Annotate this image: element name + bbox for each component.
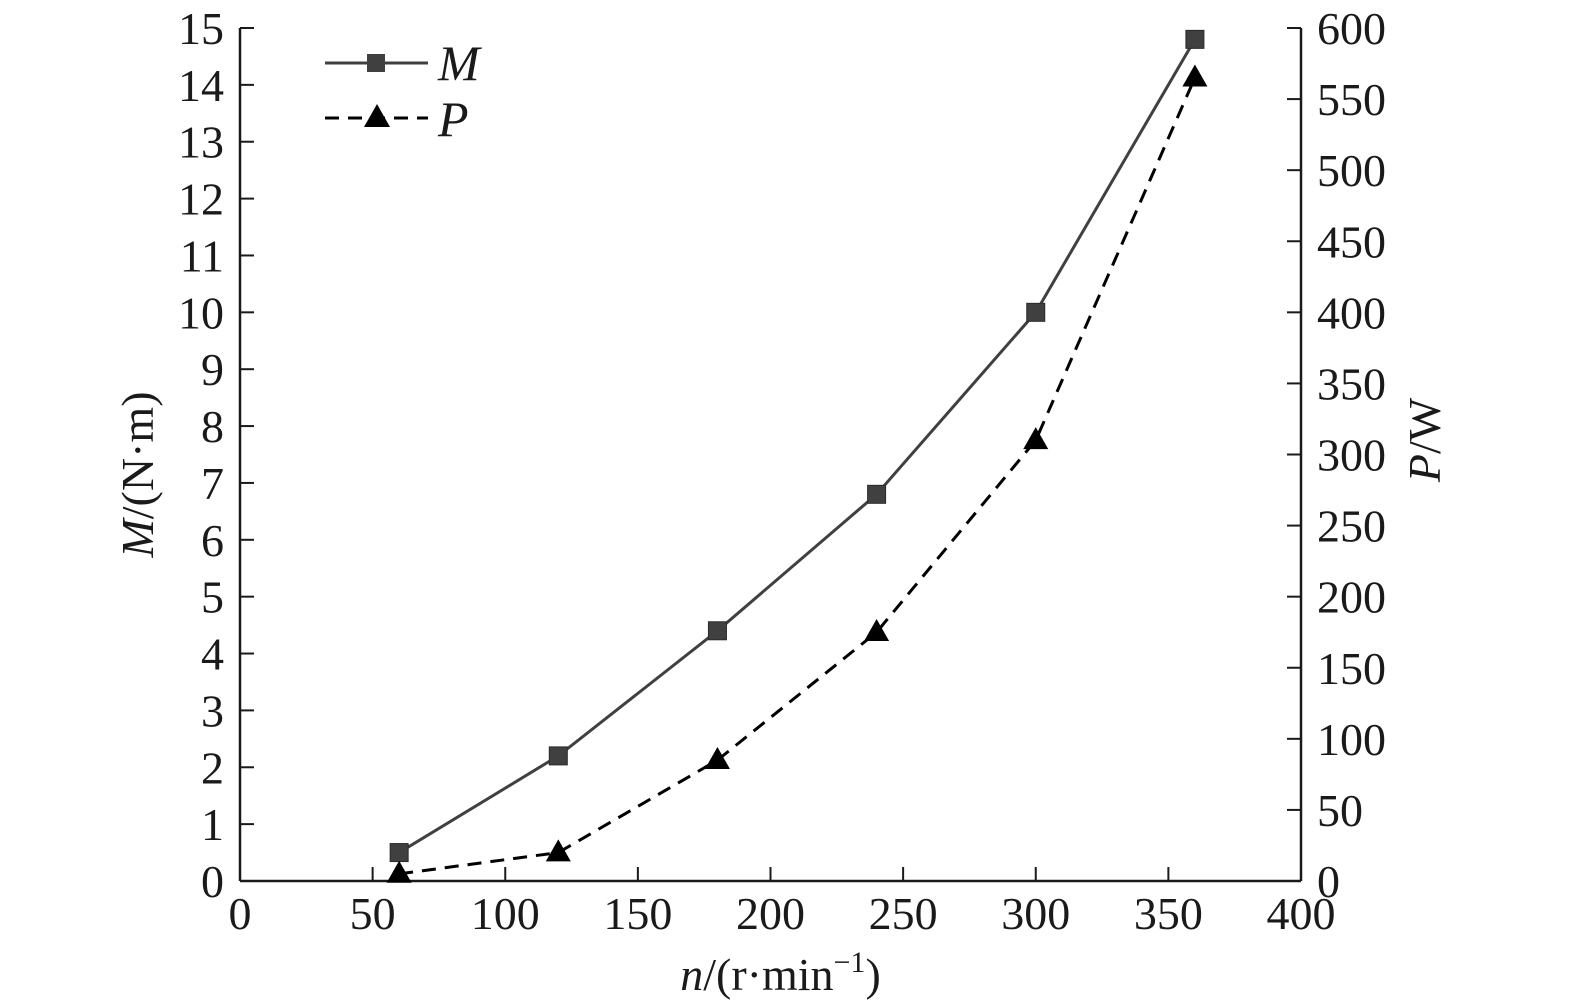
legend-triangle-marker (364, 104, 390, 127)
left-y-tick-label: 9 (201, 344, 224, 395)
x-tick-label: 50 (350, 888, 396, 939)
x-axis-title-unit: /(r·min (703, 949, 833, 1000)
x-axis-title-sup: −1 (834, 946, 866, 979)
legend-square-marker (367, 54, 385, 72)
left-y-tick-label: 6 (201, 515, 224, 566)
x-tick-label: 250 (869, 888, 938, 939)
legend: M P (325, 35, 482, 147)
legend-label-p: P (437, 91, 469, 147)
x-tick-label: 200 (736, 888, 805, 939)
left-y-tick-label: 8 (201, 401, 224, 452)
left-y-tick-label: 11 (180, 230, 224, 281)
data-point-triangle (386, 860, 412, 883)
legend-label-m: M (437, 35, 482, 91)
data-point-triangle (545, 839, 571, 862)
right-y-tick-label: 350 (1317, 358, 1386, 409)
data-point-square (1185, 29, 1205, 49)
x-axis-title-close: ) (865, 949, 880, 1000)
right-y-tick-label: 250 (1317, 501, 1386, 552)
left-y-tick-label: 0 (201, 856, 224, 907)
left-y-tick-label: 12 (178, 174, 224, 225)
right-y-tick-label: 550 (1317, 74, 1386, 125)
right-y-tick-label: 400 (1317, 287, 1386, 338)
right-y-tick-label: 500 (1317, 145, 1386, 196)
right-y-tick-label: 0 (1317, 856, 1340, 907)
x-tick-label: 150 (603, 888, 672, 939)
left-y-tick-label: 15 (178, 3, 224, 54)
left-y-tick-label: 14 (178, 60, 224, 111)
data-point-triangle (1023, 427, 1049, 450)
right-y-tick-label: 200 (1317, 572, 1386, 623)
right-y-tick-label: 100 (1317, 714, 1386, 765)
data-point-triangle (1182, 64, 1208, 87)
x-axis-title-var: n (680, 949, 703, 1000)
left-y-axis-title: M/(N·m) (112, 391, 163, 558)
left-y-tick-label: 7 (201, 458, 224, 509)
left-y-tick-label: 3 (201, 685, 224, 736)
x-tick-label: 300 (1001, 888, 1070, 939)
left-y-tick-label: 13 (178, 117, 224, 168)
data-point-square (1026, 302, 1046, 322)
data-point-square (707, 621, 727, 641)
left-y-tick-label: 5 (201, 572, 224, 623)
right-y-axis-title: P/W (1399, 397, 1450, 483)
series-line-m (398, 38, 1197, 854)
x-tick-label: 0 (229, 888, 252, 939)
data-point-triangle (704, 746, 730, 769)
left-y-tick-label: 10 (178, 287, 224, 338)
left-y-tick-label: 1 (201, 799, 224, 850)
data-point-square (548, 746, 568, 766)
right-y-tick-label: 50 (1317, 785, 1363, 836)
right-y-axis-ticks: 0 50 100 150 200 250 300 350 400 450 500 550 600 (1287, 3, 1386, 907)
data-point-square (389, 843, 409, 863)
left-y-tick-label: 2 (201, 742, 224, 793)
left-y-axis-title-unit: /(N·m) (112, 391, 163, 519)
right-y-tick-label: 450 (1317, 216, 1386, 267)
data-point-triangle (864, 619, 890, 642)
x-axis-ticks: 0 50 100 150 200 250 300 350 400 (229, 867, 1336, 939)
x-tick-label: 400 (1267, 888, 1336, 939)
x-axis-title: n/(r·min−1) (680, 946, 881, 1000)
x-tick-label: 100 (471, 888, 540, 939)
x-tick-label: 350 (1134, 888, 1203, 939)
right-y-tick-label: 150 (1317, 643, 1386, 694)
right-y-axis-title-unit: /W (1399, 397, 1450, 454)
right-y-tick-label: 300 (1317, 430, 1386, 481)
series-layer (386, 29, 1208, 883)
left-y-tick-label: 4 (201, 629, 224, 680)
right-y-axis-title-var: P (1399, 454, 1450, 483)
series-line-p (398, 77, 1197, 876)
axes (238, 28, 1303, 883)
right-y-tick-label: 600 (1317, 3, 1386, 54)
left-y-axis-title-var: M (112, 517, 163, 559)
data-point-square (867, 484, 887, 504)
